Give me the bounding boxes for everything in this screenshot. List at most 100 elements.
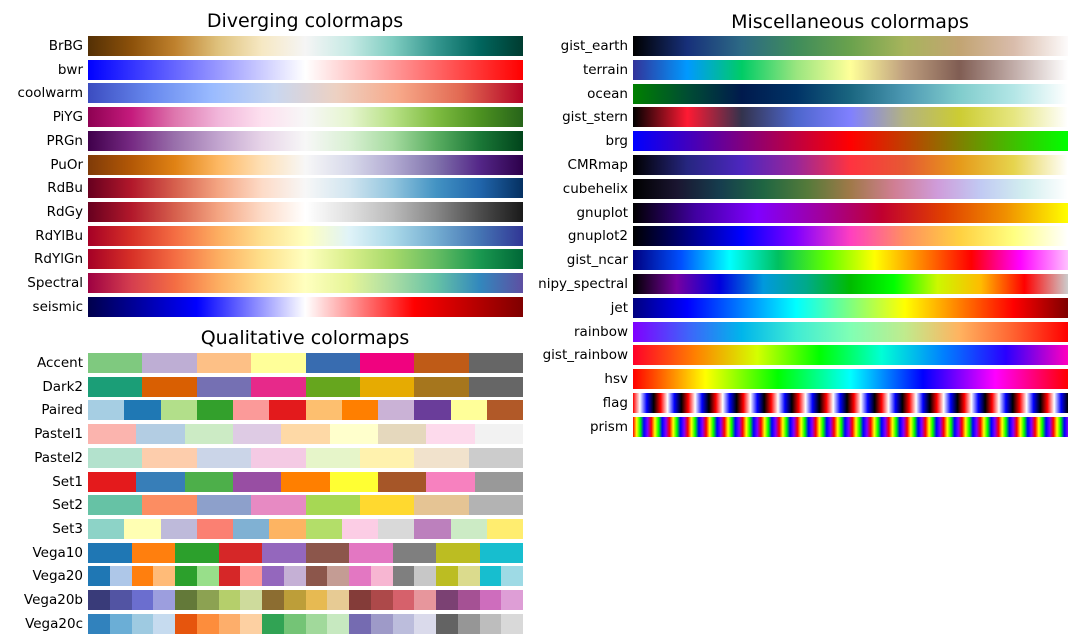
colormap-swatch-set3-6 (269, 518, 306, 539)
colormap-label-gist-earth: gist_earth (560, 38, 628, 54)
colormap-row-piyg: PiYG (0, 107, 1088, 128)
colormap-swatch-vega20c-17 (436, 613, 458, 634)
colormap-label-terrain: terrain (582, 61, 628, 78)
colormap-swatch-vega20c-18 (457, 613, 480, 634)
colormap-swatch-set3-8 (341, 518, 378, 539)
colormap-swatch-vega10-7 (349, 542, 393, 563)
colormap-swatch-paired-4 (196, 400, 233, 421)
colormap-row-brbg: BrBG (0, 36, 1088, 56)
colormap-swatch-vega20b-3 (131, 590, 154, 610)
colormap-label-gist-stern: gist_stern (562, 109, 628, 126)
colormap-bar-spectral (88, 273, 523, 293)
colormap-label-set2: Set2 (52, 497, 83, 514)
colormap-swatch-vega20-18 (457, 566, 480, 587)
colormap-swatch-pastel2-1 (88, 447, 143, 468)
colormap-row-bwr: bwr (0, 59, 1088, 80)
colormap-row-accent: Accent (0, 353, 1088, 373)
colormap-swatch-vega20-1 (88, 566, 110, 587)
colormap-swatch-dark2-6 (359, 376, 415, 397)
colormap-swatch-vega20c-19 (479, 613, 502, 634)
colormap-swatch-set1-9 (474, 471, 523, 492)
colormap-row-rdbu: RdBu (0, 178, 1088, 199)
colormap-row-set1: Set1 (0, 471, 1088, 492)
colormap-bar-ocean (633, 83, 1068, 104)
colormap-bar-gist-stern (633, 107, 1068, 128)
colormap-swatch-vega20b-8 (240, 590, 262, 610)
colormap-label-dark2: Dark2 (42, 378, 83, 395)
colormap-row-vega20c: Vega20c (0, 613, 1088, 634)
colormap-swatch-set2-1 (88, 495, 143, 516)
colormap-swatch-set3-12 (486, 518, 523, 539)
colormap-swatch-paired-8 (341, 400, 378, 421)
colormap-swatch-dark2-3 (196, 376, 252, 397)
colormap-label-flag: flag (602, 395, 628, 411)
colormap-label-accent: Accent (37, 355, 83, 371)
colormap-swatch-accent-1 (88, 353, 143, 373)
colormap-swatch-vega20-2 (109, 566, 132, 587)
colormap-swatch-set3-10 (414, 518, 451, 539)
colormap-row-rainbow: rainbow (0, 321, 1088, 342)
colormap-bar-rainbow (633, 321, 1068, 342)
colormap-swatch-vega20b-17 (436, 590, 458, 610)
colormap-swatch-set1-5 (281, 471, 330, 492)
colormap-bar-vega20 (88, 566, 523, 587)
colormap-swatch-paired-9 (378, 400, 415, 421)
colormap-swatch-set1-1 (88, 471, 137, 492)
colormap-swatch-set2-4 (251, 495, 306, 516)
colormap-label-cubehelix: cubehelix (562, 180, 628, 197)
colormap-bar-vega10 (88, 542, 523, 563)
colormap-swatch-vega20c-14 (370, 613, 393, 634)
colormap-bar-vega20c (88, 613, 523, 634)
colormap-swatch-set3-2 (124, 518, 161, 539)
colormap-row-cmrmap: CMRmap (0, 155, 1088, 175)
colormap-swatch-set3-7 (305, 518, 342, 539)
colormap-label-vega20c: Vega20c (25, 615, 83, 632)
colormap-row-cubehelix: cubehelix (0, 178, 1088, 199)
colormap-row-gist-stern: gist_stern (0, 107, 1088, 128)
colormap-row-vega20: Vega20 (0, 566, 1088, 587)
colormap-swatch-paired-3 (160, 400, 197, 421)
colormap-row-dark2: Dark2 (0, 376, 1088, 397)
colormap-swatch-paired-6 (269, 400, 306, 421)
colormap-row-prism: prism (0, 416, 1088, 437)
colormap-swatch-vega20b-16 (414, 590, 436, 610)
colormap-swatch-vega20c-7 (218, 613, 241, 634)
colormap-swatch-set2-6 (359, 495, 415, 516)
colormap-swatch-set2-8 (468, 495, 523, 516)
colormap-bar-prgn (88, 130, 523, 151)
colormap-swatch-set1-7 (377, 471, 427, 492)
colormap-bar-cubehelix (633, 178, 1068, 199)
colormap-swatch-vega20b-14 (370, 590, 393, 610)
colormap-swatch-vega20-8 (240, 566, 262, 587)
colormap-row-brg: brg (0, 131, 1088, 152)
colormap-swatch-pastel2-2 (142, 447, 197, 468)
colormap-swatch-vega20b-18 (457, 590, 480, 610)
colormap-bar-set1 (88, 471, 523, 492)
colormap-label-set3: Set3 (52, 520, 83, 537)
colormap-swatch-vega20b-1 (88, 590, 110, 610)
colormap-row-ocean: ocean (0, 83, 1088, 104)
colormap-swatch-set3-11 (450, 518, 487, 539)
colormap-bar-gnuplot (633, 202, 1068, 223)
colormap-swatch-set3-9 (378, 518, 415, 539)
colormap-bar-gist-earth (633, 36, 1068, 56)
colormap-swatch-dark2-1 (88, 376, 143, 397)
colormap-swatch-accent-6 (359, 353, 415, 373)
colormap-swatch-vega20-6 (196, 566, 219, 587)
colormap-bar-rdbu (88, 178, 523, 199)
colormap-row-pastel2: Pastel2 (0, 447, 1088, 468)
colormap-row-rdylgn: RdYlGn (0, 249, 1088, 270)
colormap-bar-terrain (633, 59, 1068, 80)
colormap-swatch-set1-8 (426, 471, 475, 492)
colormap-swatch-set2-2 (142, 495, 197, 516)
colormap-label-rdylbu: RdYlBu (35, 227, 83, 244)
colormap-swatch-vega20c-2 (109, 613, 132, 634)
colormap-bar-accent (88, 353, 523, 373)
colormap-swatch-vega10-1 (88, 542, 132, 563)
colormap-swatch-vega20b-15 (392, 590, 415, 610)
colormap-swatch-vega20b-9 (262, 590, 284, 610)
colormap-label-prism: prism (589, 418, 628, 435)
colormap-bar-coolwarm (88, 83, 523, 104)
colormap-bar-vega20b (88, 590, 523, 610)
colormap-label-ocean: ocean (587, 85, 628, 102)
